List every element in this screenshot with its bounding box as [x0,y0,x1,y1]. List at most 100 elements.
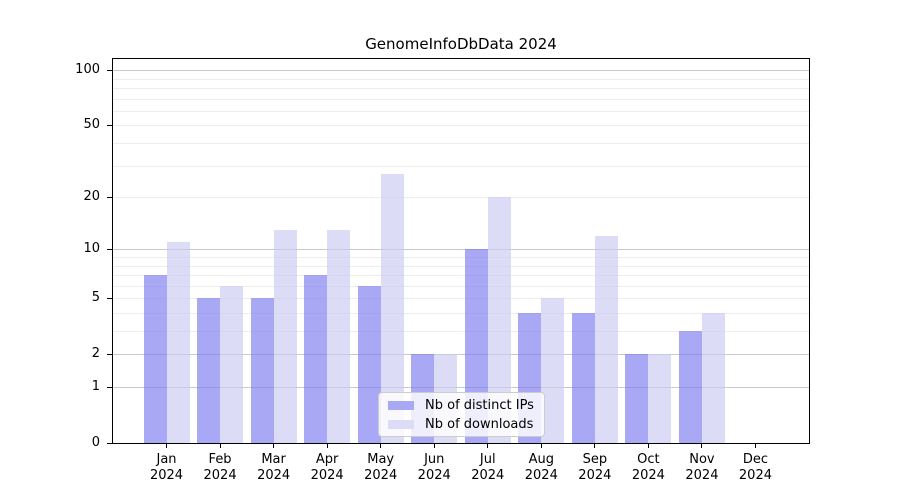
x-tick-month: Dec [742,452,769,467]
gridline-minor [113,286,809,287]
bar-downloads [274,229,297,443]
x-tick-mark [540,444,542,448]
gridline-minor [113,298,809,299]
y-tick-label: 1 [91,379,100,394]
x-tick-label: Jul 2024 [453,452,523,484]
gridline-minor [113,166,809,167]
x-tick-year: 2024 [524,468,558,483]
y-tick-label: 10 [83,241,100,257]
bar-downloads [702,312,725,443]
x-tick-mark [166,444,168,448]
bar-distinct-ips [304,275,327,443]
y-tick-mark [107,70,112,72]
bar-distinct-ips [197,298,220,443]
legend-item-downloads: Nb of downloads [388,417,544,432]
legend: Nb of distinct IPs Nb of downloads [378,392,545,437]
x-tick-year: 2024 [203,468,237,483]
gridline-minor [113,257,809,258]
gridline-major [113,387,809,388]
legend-swatch-downloads [388,419,414,429]
gridline-minor [113,313,809,314]
y-tick-label: 20 [83,189,100,205]
x-tick-label: Jun 2024 [399,452,469,484]
y-tick-mark [107,249,112,251]
x-tick-month: Mar [261,452,286,467]
y-tick-label: 100 [75,62,100,78]
x-tick-label: Oct 2024 [613,452,683,484]
y-tick-mark [107,443,112,444]
x-tick-year: 2024 [578,468,612,483]
bar-distinct-ips [625,354,648,443]
y-tick-label: 5 [91,290,100,306]
bar-downloads [541,298,564,443]
y-tick-mark [107,387,112,388]
x-tick-month: Nov [689,452,715,467]
gridline-minor [113,266,809,267]
gridline-minor [113,111,809,112]
x-tick-label: Aug 2024 [506,452,576,484]
x-tick-month: Sep [582,452,608,467]
x-tick-label: May 2024 [346,452,416,484]
x-tick-month: Apr [315,452,339,467]
x-tick-month: Aug [528,452,554,467]
gridline-minor [113,275,809,276]
gridline-major [113,354,809,355]
x-tick-mark [594,444,596,448]
x-tick-year: 2024 [631,468,665,483]
bar-downloads [167,242,190,443]
x-tick-mark [701,444,703,448]
gridline-minor [113,79,809,80]
bar-downloads [648,354,671,443]
legend-label-distinct-ips: Nb of distinct IPs [425,397,534,413]
x-tick-month: Feb [208,452,232,467]
y-tick-mark [107,298,112,300]
x-tick-label: Dec 2024 [720,452,790,484]
gridline-major [113,70,809,71]
x-tick-month: Jun [424,452,445,467]
legend-item-distinct-ips: Nb of distinct IPs [388,398,544,413]
x-tick-mark [754,444,756,448]
x-tick-label: Sep 2024 [560,452,630,484]
gridline-minor [113,331,809,332]
gridline-major [113,249,809,250]
bar-downloads [595,235,618,443]
x-tick-year: 2024 [417,468,451,483]
x-tick-month: Jul [479,452,496,467]
y-tick-mark [107,354,112,356]
plot-area: Nb of distinct IPs Nb of downloads [112,58,810,444]
y-tick-mark [107,197,112,199]
gridline-minor [113,197,809,198]
gridline-minor [113,125,809,126]
x-tick-mark [487,444,489,448]
x-tick-label: Feb 2024 [185,452,255,484]
x-tick-year: 2024 [364,468,398,483]
x-tick-year: 2024 [149,468,184,483]
gridline-minor [113,99,809,100]
bar-distinct-ips [572,312,595,443]
x-tick-mark [380,444,382,448]
x-tick-year: 2024 [257,468,291,483]
x-tick-label: Mar 2024 [239,452,309,484]
bar-downloads [220,285,243,443]
x-tick-mark [273,444,275,448]
x-tick-year: 2024 [685,468,719,483]
bar-downloads [327,229,350,443]
x-tick-year: 2024 [738,468,772,483]
bar-distinct-ips [251,298,274,443]
gridline-minor [113,143,809,144]
x-tick-label: Apr 2024 [292,452,362,484]
x-tick-label: Nov 2024 [667,452,737,484]
bar-downloads [488,197,511,443]
legend-swatch-distinct-ips [388,400,414,410]
x-tick-mark [326,444,328,448]
y-tick-label: 0 [91,435,100,450]
bar-distinct-ips [144,275,167,443]
bar-distinct-ips [679,331,702,443]
bar-distinct-ips [358,285,381,443]
x-tick-label: Jan 2024 [132,452,202,484]
x-tick-month: Jan [156,452,177,467]
gridline-minor [113,88,809,89]
y-tick-label: 50 [83,117,100,133]
y-tick-mark [107,125,112,127]
